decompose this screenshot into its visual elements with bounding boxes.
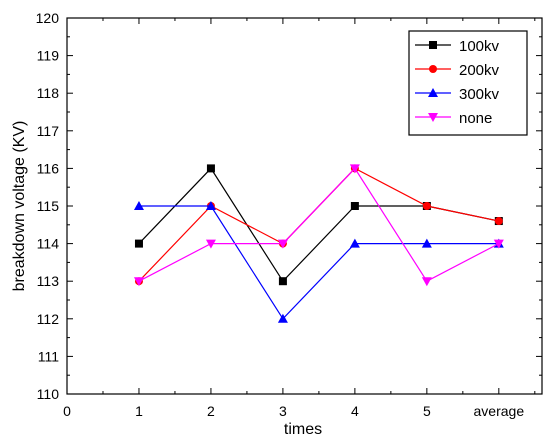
x-tick-label: 3 <box>279 403 287 419</box>
legend-item-200kv: 200kv <box>415 62 500 79</box>
y-tick-label: 114 <box>37 236 60 252</box>
x-axis-label: times <box>284 421 322 438</box>
series-100kv <box>134 164 503 286</box>
legend: 100kv 200kv 300kv none <box>408 30 528 136</box>
series-200kv <box>134 164 503 286</box>
data-point-100kv <box>206 164 215 173</box>
data-point-100kv <box>278 277 287 286</box>
x-tick-label: 4 <box>351 403 359 419</box>
legend-item-none: none <box>415 110 492 127</box>
y-tick-label: 111 <box>38 348 59 364</box>
series-line-none <box>138 167 500 282</box>
data-point-200kv <box>422 202 431 210</box>
y-tick-label: 120 <box>36 10 60 26</box>
data-point-300kv <box>421 238 432 248</box>
legend-label: 100kv <box>459 38 500 55</box>
legend-label: none <box>459 110 492 127</box>
series-line-300kv <box>138 205 499 320</box>
data-point-none <box>133 277 144 287</box>
y-tick-label: 112 <box>37 311 60 327</box>
x-tick-label: 1 <box>135 403 143 419</box>
y-tick-label: 118 <box>37 85 60 101</box>
y-tick-label: 110 <box>37 386 60 402</box>
data-point-300kv <box>349 238 360 248</box>
y-tick-label: 117 <box>37 123 60 139</box>
data-point-300kv <box>277 313 288 323</box>
series-none <box>133 164 504 287</box>
data-point-200kv <box>494 217 503 226</box>
data-point-none <box>421 277 432 287</box>
x-tick-label: average <box>474 403 525 419</box>
x-tick-label: 5 <box>423 403 431 419</box>
data-point-none <box>277 239 288 249</box>
y-axis-label: breakdown voltage (KV) <box>11 121 28 292</box>
y-tick-label: 116 <box>37 160 60 176</box>
data-point-none <box>493 239 504 249</box>
y-tick-label: 115 <box>37 198 60 214</box>
legend-label: 200kv <box>459 62 500 79</box>
data-point-none <box>205 239 216 249</box>
data-point-300kv <box>133 201 144 210</box>
legend-item-100kv: 100kv <box>415 38 500 55</box>
series-300kv <box>133 201 504 323</box>
legend-marker <box>428 113 438 122</box>
x-tick-label: 2 <box>207 403 215 419</box>
y-tick-label: 119 <box>37 48 60 64</box>
data-point-100kv <box>350 202 359 210</box>
series-line-200kv <box>138 167 499 282</box>
x-tick-label: 0 <box>63 403 71 419</box>
legend-item-300kv: 300kv <box>415 86 500 103</box>
data-point-300kv <box>205 201 216 210</box>
legend-label: 300kv <box>459 86 500 103</box>
legend-marker <box>429 41 437 49</box>
legend-marker <box>429 65 437 73</box>
legend-marker <box>428 88 438 97</box>
data-point-none <box>349 164 360 174</box>
axis-ticks: 110 111 112 113 114 115 116 117 118 119 120 0 1 2 3 4 5 a… <box>36 10 542 419</box>
y-tick-label: 113 <box>37 273 60 289</box>
legend-box <box>408 30 528 136</box>
data-point-100kv <box>134 239 143 248</box>
series-layer <box>133 164 504 323</box>
